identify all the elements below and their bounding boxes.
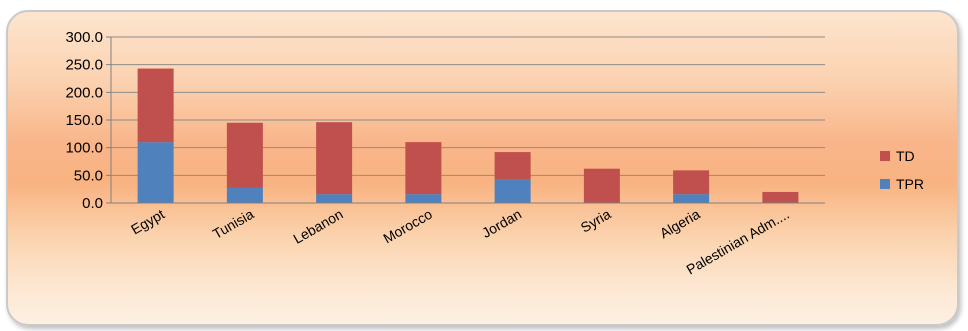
category-label: Egypt <box>128 206 167 238</box>
y-tick-label: 200.0 <box>65 84 103 101</box>
bar-td-syria <box>583 168 620 203</box>
bar-tpr-jordan <box>494 179 531 203</box>
legend-item-td: TD <box>880 148 915 164</box>
legend: TD TPR <box>880 148 924 192</box>
category-label: Algeria <box>657 206 703 242</box>
bar-tpr-tunisia <box>226 187 263 203</box>
legend-item-tpr: TPR <box>880 176 924 192</box>
y-tick-label: 150.0 <box>65 112 103 129</box>
bar-td-egypt <box>137 68 174 143</box>
y-tick-label: 250.0 <box>65 57 103 74</box>
legend-swatch <box>880 179 890 189</box>
category-label: Syria <box>578 206 614 236</box>
bar-td-palestinian-adm <box>762 191 799 203</box>
stacked-bar-chart: 0.0 50.0 100.0 150.0 200.0 250.0 300.0 Egypt Tu… <box>65 29 924 278</box>
legend-label: TD <box>896 148 915 164</box>
bars <box>137 68 799 203</box>
axes <box>106 36 825 204</box>
legend-swatch <box>880 151 890 161</box>
y-tick-label: 50.0 <box>74 167 103 184</box>
y-tick-label: 0.0 <box>82 195 103 212</box>
y-tick-label: 300.0 <box>65 29 103 46</box>
bar-tpr-egypt <box>137 142 174 203</box>
bar-td-tunisia <box>226 122 263 188</box>
category-labels: Egypt Tunisia Lebanon Morocco Jordan Syria Alg… <box>128 206 792 278</box>
bar-tpr-algeria <box>673 194 710 203</box>
bar-tpr-lebanon <box>316 194 353 203</box>
legend-label: TPR <box>896 176 924 192</box>
y-tick-label: 100.0 <box>65 140 103 157</box>
category-label: Lebanon <box>290 206 345 247</box>
bar-td-jordan <box>494 152 531 180</box>
gridlines <box>111 36 825 176</box>
category-label: Morocco <box>380 206 435 247</box>
category-label: Jordan <box>479 206 524 241</box>
category-label: Tunisia <box>210 206 257 242</box>
bar-td-morocco <box>405 142 442 195</box>
bar-td-lebanon <box>316 122 353 195</box>
y-tick-labels: 0.0 50.0 100.0 150.0 200.0 250.0 300.0 <box>65 29 103 212</box>
chart-frame: 0.0 50.0 100.0 150.0 200.0 250.0 300.0 Egypt Tu… <box>6 10 959 326</box>
bar-tpr-morocco <box>405 194 442 203</box>
bar-td-algeria <box>673 170 710 195</box>
